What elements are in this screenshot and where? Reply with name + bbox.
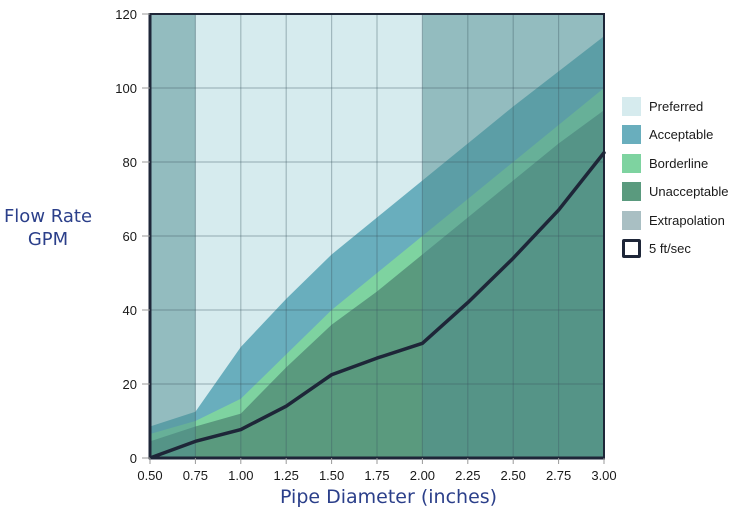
y-tick-label: 100	[115, 81, 137, 96]
y-tick-label: 60	[123, 229, 137, 244]
legend-item-borderline: Borderline	[622, 149, 729, 178]
five-ft-per-sec-curve	[148, 151, 606, 460]
y-tick-label: 120	[115, 7, 137, 22]
legend-swatch-preferred	[622, 96, 641, 116]
extrapolation-band	[150, 14, 196, 458]
x-tick-label: 2.75	[546, 468, 571, 483]
y-axis-label-line2: GPM	[27, 229, 69, 250]
y-axis-label-line1: Flow Rate	[3, 206, 93, 227]
x-axis-ticks: 0.50 0.75 1.00 1.25 1.50 1.75 2.00 2.25 2.50 2.75…	[137, 458, 617, 483]
legend-swatch-unacceptable	[622, 182, 641, 202]
legend-item-acceptable: Acceptable	[622, 121, 729, 150]
y-tick-label: 20	[123, 377, 137, 392]
y-tick-label: 80	[123, 155, 137, 170]
y-axis-ticks: 0 20 40 60 80 100 120	[115, 7, 150, 466]
legend-label: Borderline	[649, 155, 709, 171]
extrapolation-band	[422, 14, 604, 458]
x-axis-label: Pipe Diameter (inches)	[280, 486, 498, 508]
x-tick-label: 3.00	[591, 468, 616, 483]
five-ft-per-sec-line	[148, 151, 606, 460]
x-tick-label: 2.50	[501, 468, 526, 483]
legend-label: Unacceptable	[649, 184, 729, 200]
y-tick-label: 0	[130, 451, 137, 466]
legend-label: 5 ft/sec	[649, 241, 691, 257]
extrapolation-overlay	[150, 14, 604, 458]
x-tick-label: 2.25	[455, 468, 480, 483]
x-tick-label: 1.50	[319, 468, 344, 483]
x-tick-label: 0.75	[183, 468, 208, 483]
y-tick-label: 40	[123, 303, 137, 318]
y-axis-label: Flow Rate GPM	[0, 205, 96, 251]
x-tick-label: 1.75	[364, 468, 389, 483]
legend-label: Extrapolation	[649, 212, 725, 228]
x-tick-label: 1.25	[274, 468, 299, 483]
legend-swatch-5ft-sec	[622, 239, 641, 259]
legend: Preferred Acceptable Borderline Unaccept…	[622, 92, 729, 263]
legend-swatch-acceptable	[622, 125, 641, 145]
legend-label: Preferred	[649, 98, 704, 114]
x-tick-label: 2.00	[410, 468, 435, 483]
legend-item-unacceptable: Unacceptable	[622, 178, 729, 207]
legend-item-5ft-sec: 5 ft/sec	[622, 235, 729, 264]
legend-swatch-borderline	[622, 153, 641, 173]
legend-label: Acceptable	[649, 127, 714, 143]
x-tick-label: 0.50	[137, 468, 162, 483]
legend-item-extrapolation: Extrapolation	[622, 206, 729, 235]
legend-item-preferred: Preferred	[622, 92, 729, 121]
legend-swatch-extrapolation	[622, 210, 641, 230]
x-tick-label: 1.00	[228, 468, 253, 483]
